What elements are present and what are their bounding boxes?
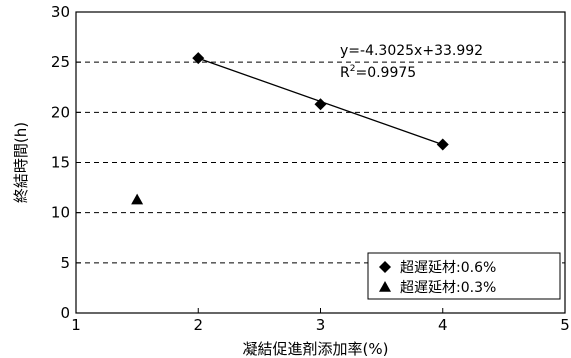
y-tick-label: 10	[51, 204, 70, 222]
diamond-point	[314, 98, 327, 111]
y-tick-label: 0	[60, 304, 70, 322]
diamond-point	[436, 138, 449, 151]
data-markers	[131, 52, 449, 205]
x-tick-label: 5	[560, 316, 570, 334]
legend-label: 超遅延材:0.6%	[400, 260, 496, 276]
y-tick-label: 20	[51, 103, 70, 121]
x-tick-label: 3	[316, 316, 326, 334]
y-tick-label: 15	[51, 154, 70, 172]
x-axis-label: 凝結促進剤添加率(%)	[243, 340, 389, 358]
grid-lines	[76, 61, 565, 264]
diamond-point	[192, 52, 205, 65]
x-tick-label: 1	[71, 316, 81, 334]
x-tick-label: 4	[438, 316, 448, 334]
x-tick-label: 2	[193, 316, 203, 334]
x-axis-ticks: 1 2 3 4 5	[71, 308, 570, 334]
r2-value: =0.9975	[355, 65, 416, 81]
y-axis-ticks: 0 5 10 15 20 25 30	[51, 3, 81, 322]
y-axis-label: 終結時間(h)	[12, 122, 30, 203]
y-tick-label: 30	[51, 3, 70, 21]
r2-prefix: R	[340, 65, 350, 81]
r2-superscript: 2	[350, 64, 356, 74]
trendline-equation: y=-4.3025x+33.992	[340, 43, 483, 59]
y-tick-label: 25	[51, 53, 70, 71]
trendline-r-squared: R2=0.9975	[340, 64, 416, 81]
legend-triangle-icon	[379, 281, 391, 292]
triangle-point	[131, 193, 144, 205]
legend: 超遅延材:0.6% 超遅延材:0.3%	[367, 252, 561, 300]
legend-diamond-icon	[379, 261, 391, 273]
legend-box	[367, 252, 561, 300]
y-tick-label: 5	[60, 254, 70, 272]
legend-label: 超遅延材:0.3%	[400, 280, 496, 296]
